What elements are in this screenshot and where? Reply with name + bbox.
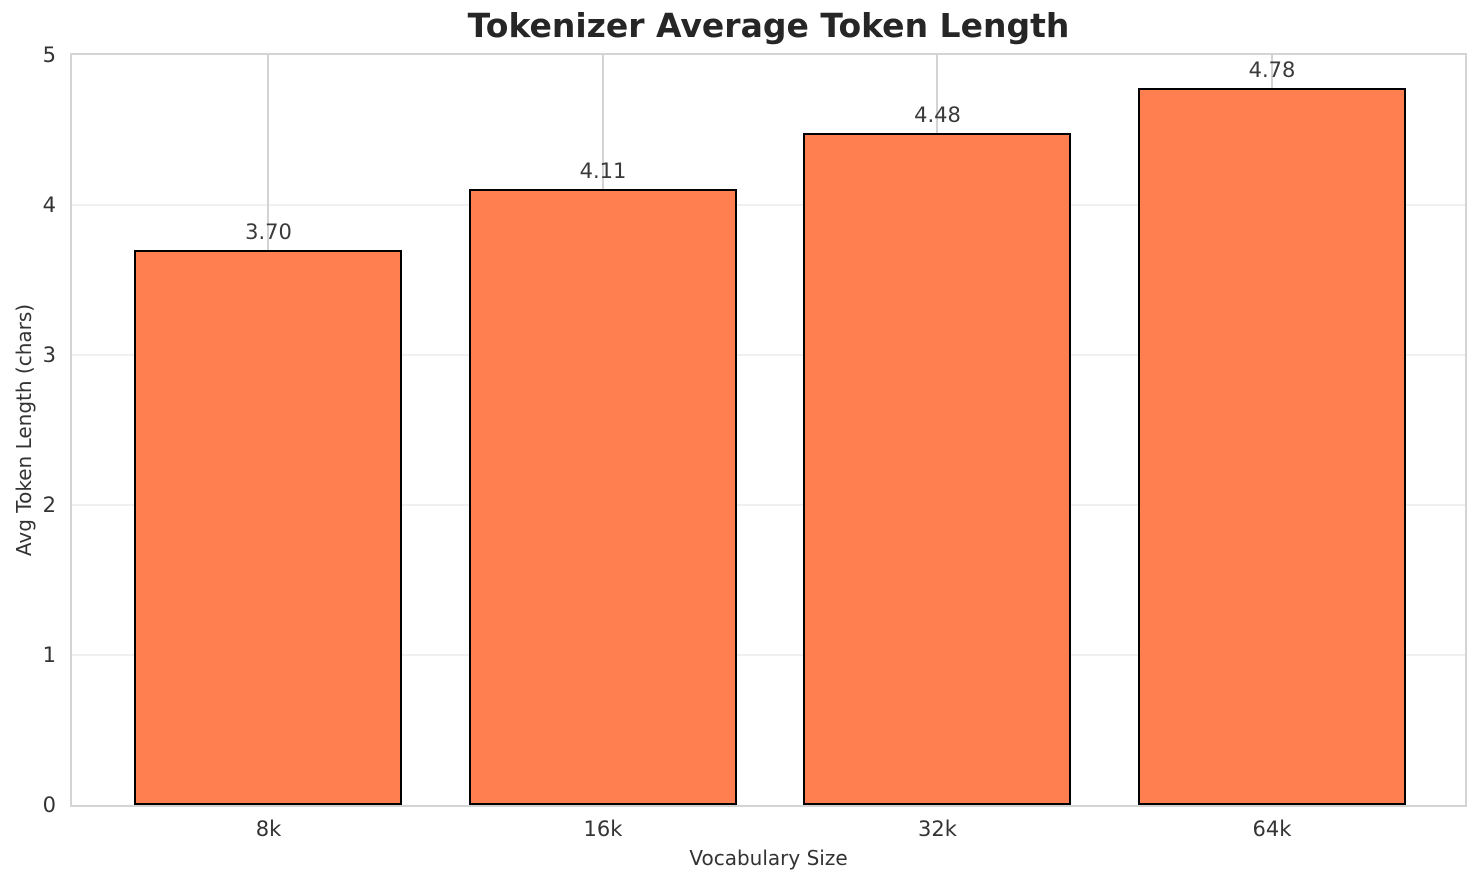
y-tick-label: 2 [42,493,56,517]
y-tick-label: 4 [42,193,56,217]
bar-value-label: 4.48 [914,103,961,127]
y-tick-label: 3 [42,343,56,367]
x-tick-label-8k: 8k [255,817,282,841]
horizontal-gridline [72,504,1465,506]
x-tick-label-64k: 64k [1252,817,1292,841]
x-tick-label-32k: 32k [918,817,957,841]
x-tick-label-16k: 16k [583,817,623,841]
horizontal-gridline [72,354,1465,356]
bar-value-label: 4.11 [579,158,627,183]
x-axis-label: Vocabulary Size [689,846,848,870]
y-tick-label: 5 [42,43,56,67]
bar-value-label: 3.70 [245,220,292,244]
horizontal-gridline [72,654,1465,656]
plot-area: 3.70 4.11 4.48 4.78 [70,53,1467,807]
bar-16k [468,188,737,805]
bar-32k [803,133,1072,805]
bar-value-label: 4.78 [1248,58,1296,82]
bar-8k [134,250,403,805]
chart-title: Tokenizer Average Token Length [467,6,1070,45]
bar-64k [1138,88,1406,805]
horizontal-gridline [72,204,1465,206]
y-axis-label: Avg Token Length (chars) [12,303,36,557]
y-tick-label: 1 [42,643,56,667]
y-tick-label: 0 [42,793,56,817]
bars-layer: 3.70 4.11 4.48 4.78 [72,55,1465,805]
